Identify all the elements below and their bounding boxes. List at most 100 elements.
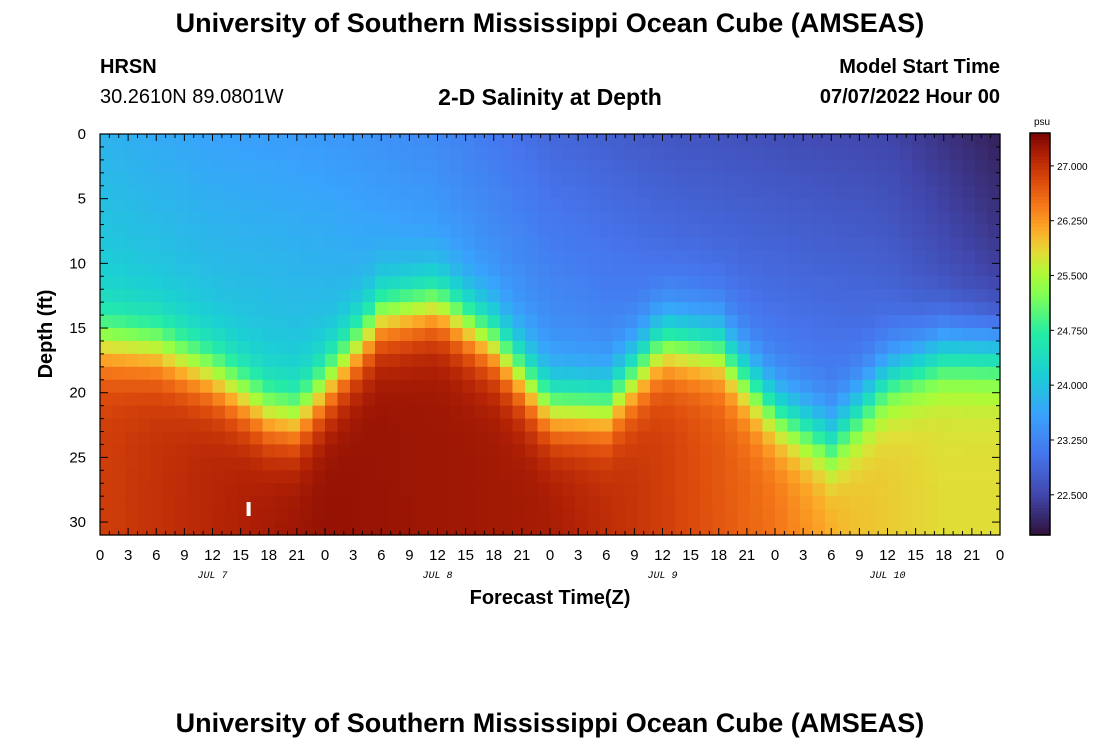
heatmap-cell (262, 250, 276, 264)
heatmap-cell (100, 315, 114, 329)
heatmap-cell (462, 198, 476, 213)
colorbar-segment (1030, 270, 1050, 275)
heatmap-cell (225, 146, 239, 161)
heatmap-cell (512, 250, 526, 264)
heatmap-cell (700, 470, 714, 484)
heatmap-cell (212, 457, 226, 471)
heatmap-cell (587, 340, 601, 355)
station-name: HRSN (100, 56, 157, 78)
heatmap-cell (775, 431, 789, 446)
heatmap-cell (412, 353, 426, 368)
heatmap-cell (262, 392, 276, 407)
heatmap-cell (287, 431, 301, 446)
heatmap-cell (512, 276, 526, 290)
heatmap-cell (887, 185, 901, 200)
heatmap-cell (487, 237, 501, 252)
x-tick-label: 6 (827, 547, 835, 564)
heatmap-cell (850, 457, 864, 471)
heatmap-cell (275, 263, 289, 277)
heatmap-cell (862, 457, 876, 471)
heatmap-cell (187, 392, 201, 407)
heatmap-cell (987, 366, 1001, 381)
heatmap-cell (237, 457, 251, 471)
heatmap-cell (412, 263, 426, 277)
heatmap-cell (475, 340, 489, 355)
heatmap-cell (825, 509, 839, 523)
heatmap-cell (575, 405, 589, 420)
heatmap-cell (650, 431, 664, 446)
heatmap-cell (400, 237, 414, 252)
heatmap-cell (475, 496, 489, 510)
heatmap-cell (512, 366, 526, 381)
heatmap-cell (875, 392, 889, 407)
heatmap-cell (925, 224, 939, 239)
heatmap-cell (425, 263, 439, 277)
heatmap-cell (100, 470, 114, 484)
heatmap-cell (787, 302, 801, 316)
heatmap-cell (725, 276, 739, 290)
heatmap-cell (312, 224, 326, 239)
colorbar-segment (1030, 159, 1050, 164)
heatmap-cell (587, 224, 601, 239)
heatmap-cell (637, 289, 651, 303)
heatmap-cell (250, 392, 264, 407)
heatmap-cell (725, 211, 739, 226)
heatmap-cell (787, 340, 801, 355)
heatmap-cell (550, 483, 564, 497)
heatmap-cell (350, 289, 364, 303)
heatmap-cell (700, 405, 714, 420)
heatmap-cell (137, 328, 151, 342)
heatmap-cell (925, 172, 939, 187)
colorbar-segment (1030, 484, 1050, 489)
heatmap-cell (537, 185, 551, 200)
heatmap-cell (675, 405, 689, 420)
heatmap-cell (937, 224, 951, 239)
heatmap-cell (950, 483, 964, 497)
heatmap-cell (700, 263, 714, 277)
heatmap-cell (275, 444, 289, 458)
heatmap-cell (787, 276, 801, 290)
colorbar-segment (1030, 300, 1050, 305)
heatmap-cell (225, 470, 239, 484)
heatmap-cell (812, 470, 826, 484)
heatmap-cell (775, 340, 789, 355)
heatmap-cell (400, 353, 414, 368)
heatmap-cell (337, 418, 351, 433)
heatmap-cell (612, 405, 626, 420)
heatmap-cell (962, 315, 976, 329)
heatmap-cell (650, 340, 664, 355)
heatmap-cell (712, 198, 726, 213)
heatmap-cell (737, 315, 751, 329)
heatmap-cell (275, 522, 289, 536)
heatmap-cell (687, 224, 701, 239)
heatmap-cell (587, 263, 601, 277)
heatmap-cell (150, 237, 164, 252)
heatmap-cell (625, 366, 639, 381)
heatmap-cell (587, 198, 601, 213)
heatmap-cell (325, 405, 339, 420)
x-tick-label: 0 (546, 547, 554, 564)
heatmap-cell (137, 379, 151, 394)
heatmap-cell (825, 392, 839, 407)
heatmap-cell (412, 250, 426, 264)
colorbar-segment (1030, 283, 1050, 288)
heatmap-cell (212, 250, 226, 264)
colorbar-segment (1030, 240, 1050, 245)
heatmap-cell (375, 405, 389, 420)
x-tick-label: 15 (682, 547, 699, 564)
colorbar-segment (1030, 246, 1050, 251)
heatmap-cell (375, 457, 389, 471)
heatmap-cell (937, 470, 951, 484)
heatmap-cell (675, 509, 689, 523)
heatmap-cell (875, 431, 889, 446)
heatmap-cell (625, 134, 639, 148)
heatmap-cell (350, 366, 364, 381)
colorbar-segment (1030, 146, 1050, 151)
heatmap-cell (887, 496, 901, 510)
heatmap-cell (750, 224, 764, 239)
heatmap-cell (487, 198, 501, 213)
heatmap-cell (275, 250, 289, 264)
heatmap-cell (925, 418, 939, 433)
heatmap-cell (625, 237, 639, 252)
